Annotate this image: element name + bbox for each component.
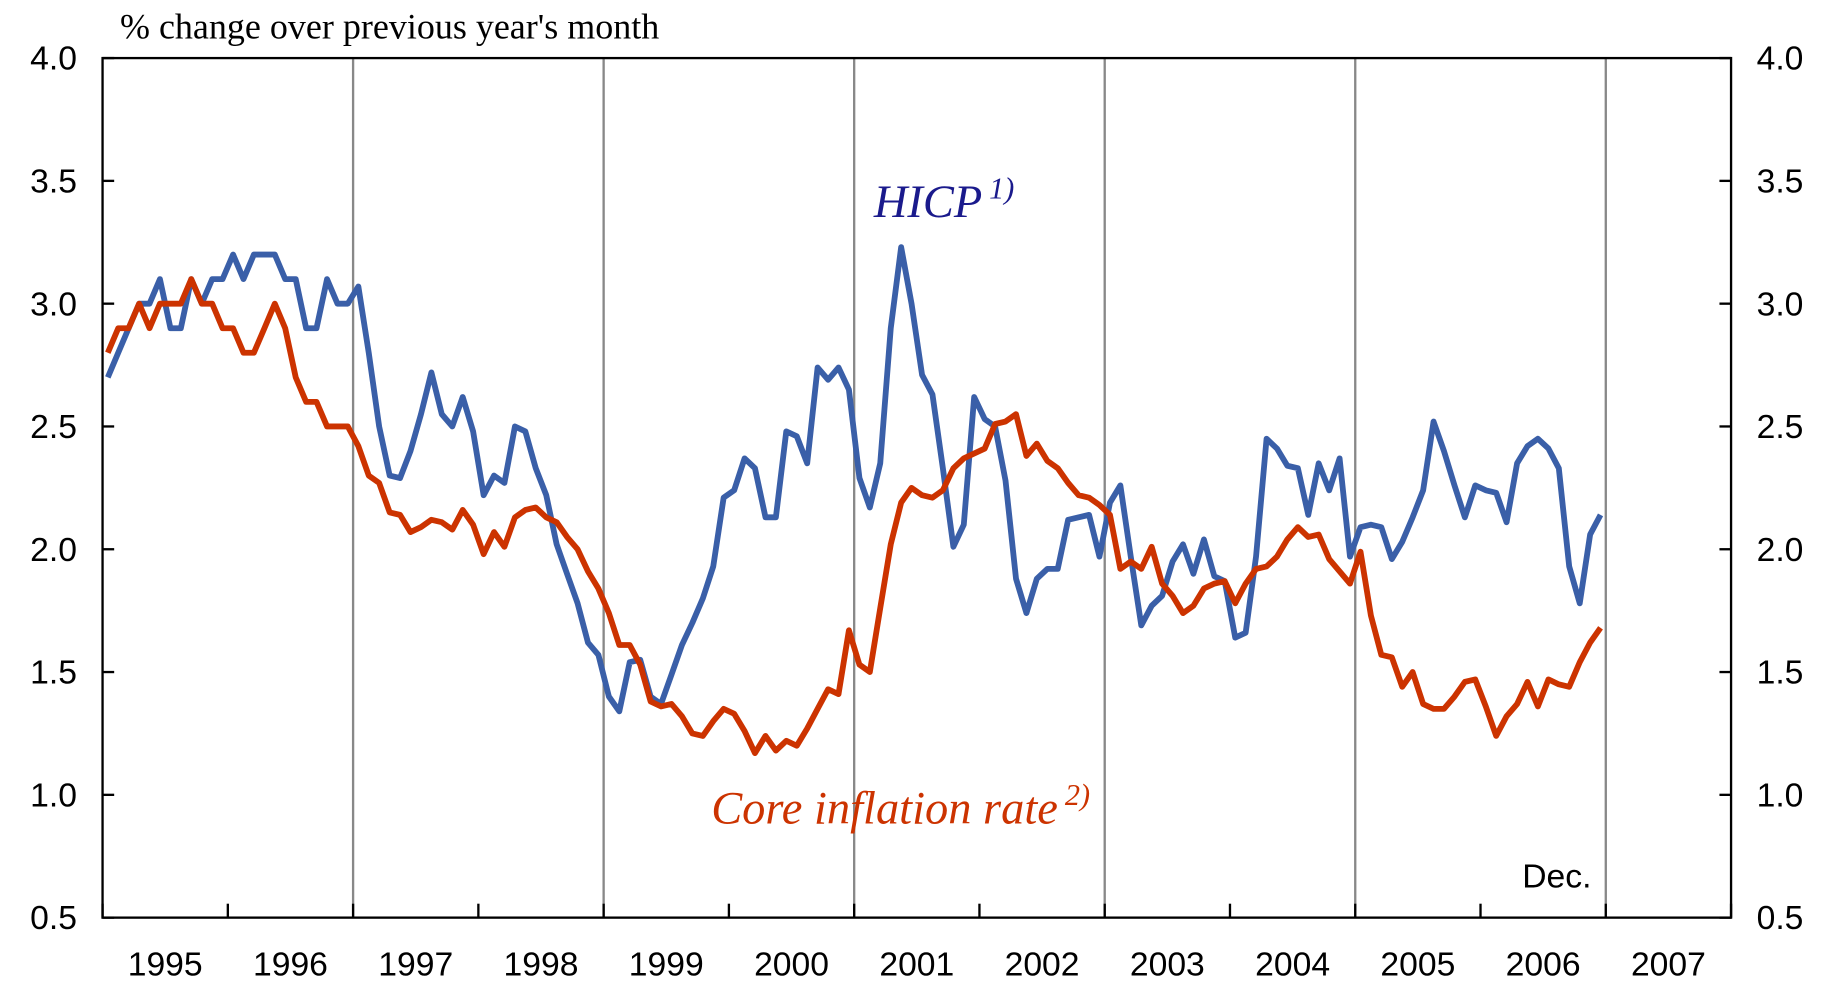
- x-tick-label: 2004: [1255, 947, 1330, 984]
- series-line: [105, 244, 1604, 715]
- series-name: Core inflation rate: [711, 784, 1058, 835]
- x-tick-label: 1995: [128, 947, 203, 984]
- y2-tick-label: 3.5: [1757, 163, 1804, 200]
- y-tick-label: 2.5: [30, 409, 77, 446]
- y2-tick-label: 1.0: [1757, 777, 1804, 814]
- series-line: [105, 276, 1603, 756]
- x-tick-label: 2006: [1506, 947, 1581, 984]
- y-tick-label: 3.5: [30, 163, 77, 200]
- y-axis-label: % change over previous year's month: [120, 6, 659, 46]
- y-tick-label: 2.0: [30, 532, 77, 569]
- x-tick-label: 2005: [1380, 947, 1455, 984]
- x-tick-label: 2002: [1005, 947, 1080, 984]
- y2-tick-label: 2.0: [1757, 532, 1804, 569]
- y2-tick-label: 3.0: [1757, 286, 1804, 323]
- annotation: Dec.: [1522, 858, 1591, 895]
- y-tick-label: 0.5: [30, 900, 77, 937]
- series-label: HICP 1): [873, 172, 1015, 229]
- y2-tick-label: 0.5: [1757, 900, 1804, 937]
- plot-frame: [101, 56, 1733, 919]
- series-note: 2): [1065, 778, 1090, 812]
- series-label: Core inflation rate 2): [711, 778, 1090, 835]
- x-tick-label: 1998: [504, 947, 579, 984]
- y-tick-label: 1.0: [30, 777, 77, 814]
- y2-tick-label: 4.0: [1757, 41, 1804, 78]
- y-tick-label: 4.0: [30, 41, 77, 78]
- y-tick-label: 1.5: [30, 655, 77, 692]
- y2-tick-label: 2.5: [1757, 409, 1804, 446]
- x-tick-label: 1997: [378, 947, 453, 984]
- x-tick-label: 2001: [879, 947, 954, 984]
- x-tick-label: 1999: [629, 947, 704, 984]
- x-tick-label: 2000: [754, 947, 829, 984]
- x-tick-label: 1996: [253, 947, 328, 984]
- x-tick-label: 2003: [1130, 947, 1205, 984]
- x-tick-label: 2007: [1631, 947, 1706, 984]
- y-tick-label: 3.0: [30, 286, 77, 323]
- series-name: HICP: [873, 177, 982, 228]
- y2-tick-label: 1.5: [1757, 655, 1804, 692]
- series-note: 1): [989, 172, 1014, 206]
